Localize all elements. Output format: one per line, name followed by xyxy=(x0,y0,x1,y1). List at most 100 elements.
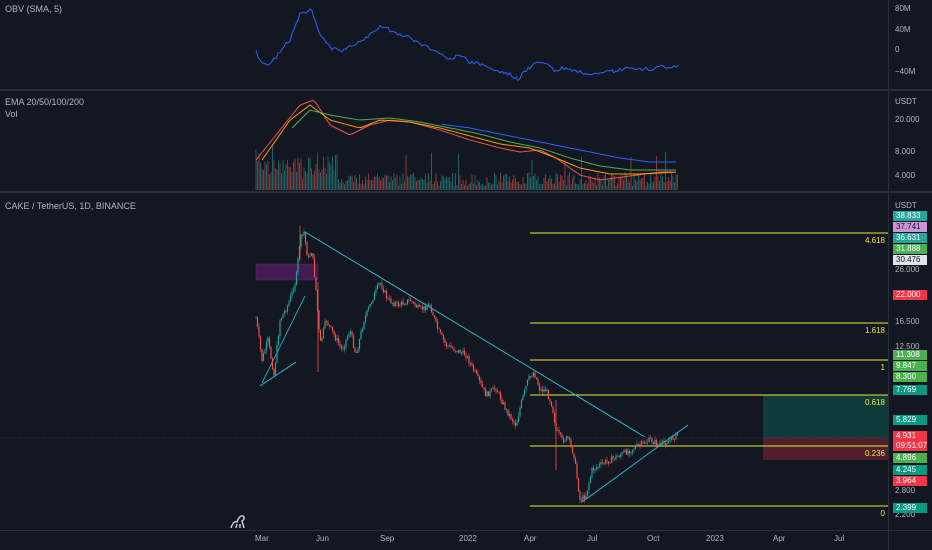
volume-bar xyxy=(453,185,455,190)
volume-bar xyxy=(510,182,512,190)
candle-body xyxy=(570,439,572,446)
candle-body xyxy=(559,432,562,435)
candle-body xyxy=(436,321,439,329)
volume-bar xyxy=(476,185,477,190)
volume-bar xyxy=(284,170,285,190)
candle-body xyxy=(259,336,262,349)
candle-body xyxy=(427,304,430,307)
candle-body xyxy=(388,298,391,300)
candle-body xyxy=(279,320,281,337)
volume-bar xyxy=(474,174,476,190)
candle-body xyxy=(489,390,491,397)
volume-bar xyxy=(675,175,677,190)
price-tag: 8.300 xyxy=(893,372,927,382)
chart-canvas[interactable] xyxy=(0,0,888,530)
fib-extension-tool[interactable] xyxy=(530,232,888,507)
candle-body xyxy=(435,317,437,322)
candle-body xyxy=(261,348,263,361)
candle-body xyxy=(339,343,341,347)
candle-body xyxy=(589,476,592,483)
candle-body xyxy=(408,299,410,301)
candle-body xyxy=(414,302,416,306)
volume-bar xyxy=(483,185,485,190)
volume-bar xyxy=(542,183,543,190)
volume-bar xyxy=(401,183,402,190)
volume-bar xyxy=(525,184,527,190)
candle-body xyxy=(442,335,445,340)
candle-body xyxy=(607,461,610,464)
volume-bar xyxy=(608,179,609,190)
candle-body xyxy=(649,437,652,439)
volume-bar xyxy=(302,178,303,190)
volume-bar xyxy=(513,175,515,190)
candle-body xyxy=(364,315,367,322)
volume-bar xyxy=(360,184,362,190)
candle-body xyxy=(448,345,451,347)
candle-body xyxy=(592,467,595,471)
candle-body xyxy=(666,443,668,445)
candle-body xyxy=(468,356,470,364)
volume-bar xyxy=(282,159,284,190)
obv-line xyxy=(255,8,679,82)
volume-bar xyxy=(588,175,590,190)
candle-body xyxy=(403,304,406,306)
candle-body xyxy=(283,311,286,315)
volume-bar xyxy=(404,181,405,190)
candle-body xyxy=(387,297,389,299)
volume-bar xyxy=(560,174,561,190)
candle-body xyxy=(376,284,379,289)
pane-divider[interactable] xyxy=(0,191,932,193)
volume-bar xyxy=(398,185,399,190)
candle-body xyxy=(663,440,665,443)
candle-body xyxy=(577,477,580,492)
price-tag: 5.829 xyxy=(893,415,927,425)
volume-bar xyxy=(431,152,432,190)
candle-body xyxy=(574,457,577,464)
candle-body xyxy=(268,337,271,347)
volume-bar xyxy=(354,175,356,190)
candle-body xyxy=(466,356,469,358)
candle-body xyxy=(349,331,352,335)
volume-bar xyxy=(323,156,324,190)
candle-body xyxy=(585,496,587,499)
volume-bar xyxy=(413,173,414,190)
candle-body xyxy=(331,326,334,332)
price-axis-tick: 12.500 xyxy=(895,342,920,351)
volume-bar xyxy=(305,171,306,190)
price-pane: CAKE / TetherUS, 1D, BINANCE USDT xyxy=(0,193,932,530)
volume-bar xyxy=(602,184,603,190)
obv-label: OBV (SMA, 5) xyxy=(5,4,63,14)
candle-body xyxy=(528,376,530,380)
price-candles xyxy=(255,226,679,504)
candle-body xyxy=(529,376,532,378)
volume-bar xyxy=(509,176,510,190)
pane-divider[interactable] xyxy=(0,89,932,91)
volume-bar xyxy=(660,174,662,190)
volume-bar xyxy=(534,173,536,190)
ema100-line xyxy=(291,109,676,171)
volume-bar xyxy=(636,181,638,190)
candle-body xyxy=(336,338,338,341)
candle-body xyxy=(396,302,398,304)
candle-body xyxy=(412,301,415,303)
candle-body xyxy=(640,441,643,446)
volume-bar xyxy=(581,156,582,190)
volume-bar xyxy=(267,161,269,190)
volume-bar xyxy=(428,173,429,190)
candle-body xyxy=(262,353,265,361)
volume-bar xyxy=(294,158,296,190)
volume-bar xyxy=(606,185,608,190)
volume-bar xyxy=(426,182,428,190)
volume-bar xyxy=(626,174,627,190)
candle-body xyxy=(307,255,310,257)
volume-bar xyxy=(621,175,623,190)
volume-bar xyxy=(566,185,567,190)
volume-bar xyxy=(654,176,656,190)
volume-bar xyxy=(599,177,600,190)
volume-bar xyxy=(465,179,467,190)
x-axis-tick: Sep xyxy=(380,534,395,543)
ema-axis-tick: 20.000 xyxy=(895,115,920,124)
candle-body xyxy=(532,372,535,377)
volume-bar xyxy=(419,180,420,190)
candle-body xyxy=(475,370,478,374)
